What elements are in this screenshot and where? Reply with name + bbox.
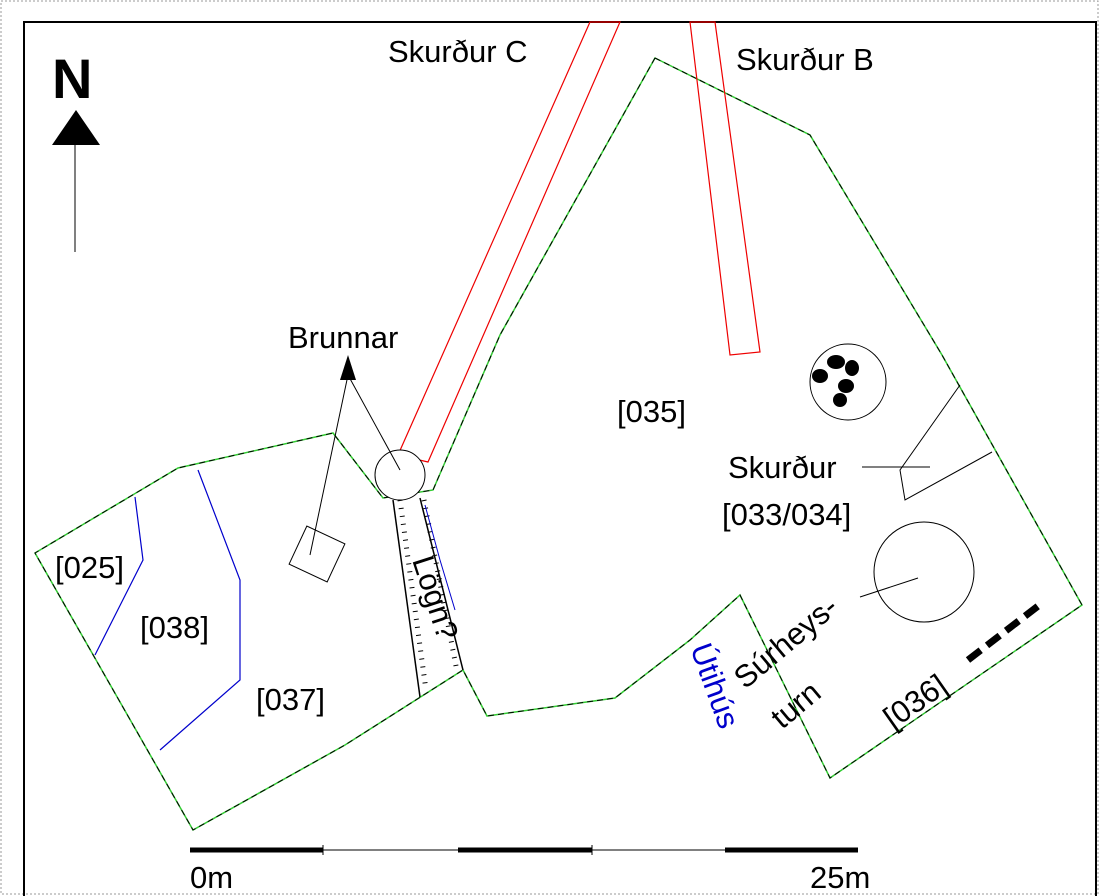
well (374, 449, 426, 501)
silo (873, 521, 975, 623)
leader (859, 577, 919, 598)
stone (812, 369, 828, 383)
label: [038] (140, 610, 209, 645)
north-arrow (52, 110, 100, 145)
frame (23, 21, 1097, 896)
pipe-edge (392, 499, 421, 698)
stone (845, 360, 859, 376)
blue-line (424, 504, 456, 611)
label: [037] (256, 682, 325, 717)
trench-b (689, 21, 761, 356)
label: Skurður C (388, 34, 528, 69)
well-square (288, 525, 346, 583)
label: [025] (55, 550, 124, 585)
context-boundary (94, 496, 144, 656)
label: Brunnar (288, 320, 398, 355)
scale-label: 0m (190, 860, 233, 895)
label: turn (764, 674, 827, 735)
context-boundary (159, 469, 241, 751)
label: Skurður (728, 450, 837, 485)
label: Lögn? (405, 551, 465, 644)
label: Útihús (683, 638, 746, 733)
feature-036 (965, 600, 1045, 663)
arrowhead (340, 355, 356, 380)
label: Skurður B (736, 42, 874, 77)
ditch (899, 384, 993, 501)
pipe-edge (419, 497, 464, 671)
stone (838, 379, 854, 393)
label: [033/034] (722, 497, 851, 532)
scale-label: 25m (810, 860, 870, 895)
label: [036] (877, 668, 954, 736)
trench-c (397, 21, 621, 463)
north-label: N (52, 47, 92, 110)
stone-pit (809, 343, 887, 421)
stone (833, 393, 847, 407)
stone (827, 355, 845, 369)
label: [035] (617, 394, 686, 429)
